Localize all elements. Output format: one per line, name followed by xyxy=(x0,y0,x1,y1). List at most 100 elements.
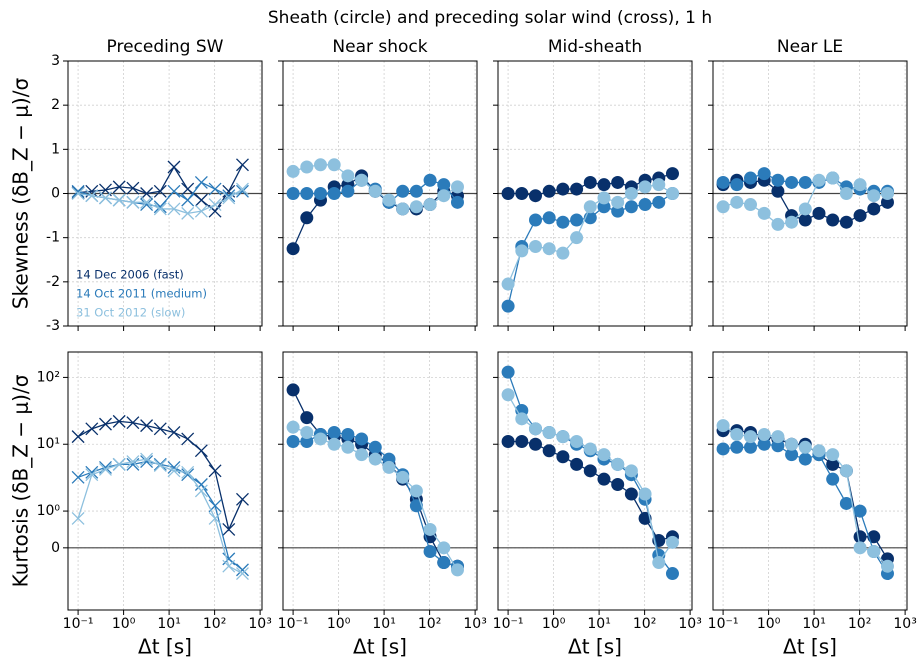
series-line xyxy=(507,394,674,565)
cross-marker xyxy=(222,559,236,573)
panel: 10⁻¹ 10⁰ 10¹ 10² 10³ Δt [s] xyxy=(278,351,487,659)
cross-marker xyxy=(222,552,236,566)
cross-marker xyxy=(71,187,85,200)
circle-marker xyxy=(798,213,812,227)
cross-marker xyxy=(126,416,140,430)
cross-marker xyxy=(167,202,181,216)
circle-marker xyxy=(853,541,867,555)
circle-marker xyxy=(327,425,341,439)
circle-marker xyxy=(313,432,327,446)
circle-marker xyxy=(570,231,584,245)
circle-marker xyxy=(528,437,542,451)
circle-marker xyxy=(743,171,757,185)
circle-marker xyxy=(757,427,771,441)
axes-frame xyxy=(67,60,263,327)
circle-marker xyxy=(771,173,785,187)
cross-marker xyxy=(71,430,85,444)
circle-marker xyxy=(812,206,826,220)
circle-marker xyxy=(556,215,570,229)
circle-marker xyxy=(867,189,881,203)
circle-marker xyxy=(556,182,570,196)
circle-marker xyxy=(501,365,515,379)
circle-marker xyxy=(286,164,300,178)
circle-marker xyxy=(785,448,799,462)
circle-marker xyxy=(409,200,423,214)
circle-marker xyxy=(355,432,369,446)
circle-marker xyxy=(382,460,396,474)
circle-marker xyxy=(542,425,556,439)
y-tick-label: 2 xyxy=(51,97,60,113)
circle-marker xyxy=(665,187,679,200)
figure-title: Sheath (circle) and preceding solar wind… xyxy=(268,8,712,28)
panel: 10⁻¹ 10⁰ 10¹ 10² 10³ Δt [s] xyxy=(708,351,917,659)
circle-marker xyxy=(286,420,300,434)
circle-marker xyxy=(812,444,826,458)
circle-marker xyxy=(826,457,840,471)
circle-marker xyxy=(409,484,423,498)
circle-marker xyxy=(583,200,597,214)
circle-marker xyxy=(450,563,464,577)
circle-marker xyxy=(624,187,638,200)
cross-marker xyxy=(181,206,195,220)
cross-marker xyxy=(181,432,195,446)
circle-marker xyxy=(716,175,730,189)
axes-frame xyxy=(497,60,693,327)
circle-marker xyxy=(880,187,894,200)
x-tick-label: 10¹ xyxy=(802,616,825,632)
cross-marker xyxy=(208,182,222,196)
x-tick-label: 10³ xyxy=(893,616,916,632)
cross-marker xyxy=(167,184,181,198)
circle-marker xyxy=(368,440,382,454)
circle-marker xyxy=(501,299,515,313)
x-tick-label: 10² xyxy=(418,616,441,632)
circle-marker xyxy=(409,184,423,198)
x-tick-label: 10³ xyxy=(678,616,701,632)
cross-marker xyxy=(99,417,112,431)
circle-marker xyxy=(771,439,785,453)
panel: 10⁻¹ 10⁰ 10¹ 10² 10³ Δt [s] xyxy=(493,351,702,659)
circle-marker xyxy=(624,200,638,214)
cross-marker xyxy=(208,198,222,212)
x-axis-label: Δt [s] xyxy=(568,635,622,659)
cross-marker xyxy=(208,511,222,525)
circle-marker xyxy=(826,213,840,227)
circle-marker xyxy=(286,434,300,448)
x-tick-label: 10⁻¹ xyxy=(708,616,739,632)
cross-marker xyxy=(194,204,208,218)
x-tick-label: 10⁰ xyxy=(112,616,136,632)
circle-marker xyxy=(437,541,451,555)
cross-marker xyxy=(153,184,167,198)
circle-marker xyxy=(638,198,652,212)
x-tick-label: 10⁻¹ xyxy=(63,616,94,632)
circle-marker xyxy=(501,434,515,448)
circle-marker xyxy=(730,427,744,441)
series-line xyxy=(77,420,244,532)
cross-marker xyxy=(236,492,249,506)
circle-marker xyxy=(556,246,570,260)
y-tick-label: 10¹ xyxy=(37,436,60,452)
circle-marker xyxy=(826,472,840,486)
circle-marker xyxy=(730,178,744,192)
axes-frame xyxy=(497,351,693,611)
circle-marker xyxy=(341,169,355,183)
y-tick-label: 0 xyxy=(51,186,60,202)
cross-marker xyxy=(236,184,249,198)
circle-marker xyxy=(542,184,556,198)
panel: Near shock xyxy=(278,37,478,331)
circle-marker xyxy=(515,187,529,200)
cross-marker xyxy=(71,511,85,525)
circle-marker xyxy=(437,178,451,192)
circle-marker xyxy=(501,187,515,200)
cross-marker xyxy=(167,160,181,174)
circle-marker xyxy=(839,496,853,510)
cross-marker xyxy=(222,191,236,205)
circle-marker xyxy=(826,448,840,462)
axes-frame xyxy=(712,351,908,611)
x-tick-label: 10³ xyxy=(463,616,486,632)
cross-marker xyxy=(112,193,126,207)
circle-marker xyxy=(583,442,597,456)
y-tick-label: -2 xyxy=(46,274,60,290)
circle-marker xyxy=(624,487,638,501)
circle-marker xyxy=(515,412,529,426)
